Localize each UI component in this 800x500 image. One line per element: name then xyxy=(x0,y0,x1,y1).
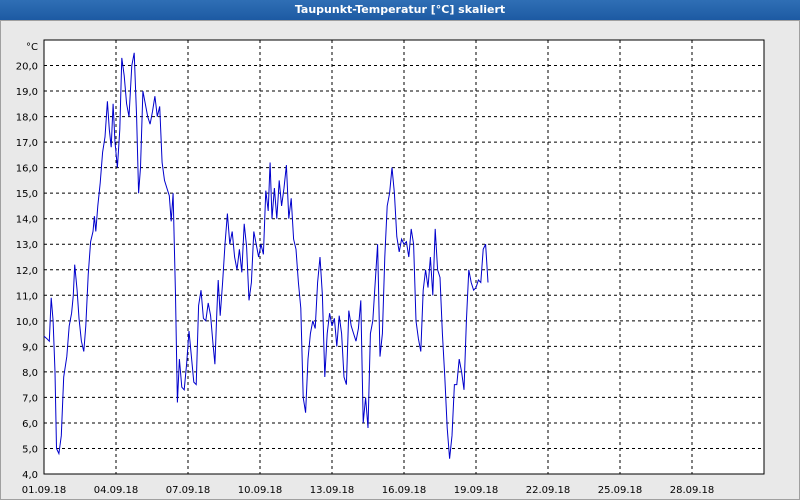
y-tick-label: 15,0 xyxy=(16,189,38,200)
x-tick-label: 19.09.18 xyxy=(454,485,499,496)
x-tick-labels: 01.09.18 04.09.18 07.09.18 10.09.18 13.09.18… xyxy=(22,485,715,496)
y-tick-label: 8,0 xyxy=(22,368,38,379)
series-line xyxy=(43,52,489,459)
y-tick-label: 10,0 xyxy=(16,317,38,328)
y-tick-label: 20,0 xyxy=(16,62,38,73)
y-tick-label: 12,0 xyxy=(16,266,38,277)
x-tick-label: 16.09.18 xyxy=(382,485,427,496)
y-axis-unit: °C xyxy=(26,42,38,53)
y-tick-label: 18,0 xyxy=(16,113,38,124)
x-tick-label: 25.09.18 xyxy=(598,485,643,496)
chart-title: Taupunkt-Temperatur [°C] skaliert xyxy=(0,0,800,20)
x-tick-label: 01.09.18 xyxy=(22,485,67,496)
plot-border xyxy=(43,39,765,475)
x-tick-label: 07.09.18 xyxy=(166,485,211,496)
y-tick-label: 4,0 xyxy=(22,470,38,481)
y-tick-label: 13,0 xyxy=(16,240,38,251)
y-tick-label: 19,0 xyxy=(16,87,38,98)
y-tick-label: 5,0 xyxy=(22,444,38,455)
y-tick-label: 6,0 xyxy=(22,419,38,430)
dewpoint-chart: °C 4,0 5,0 6,0 7,0 8,0 9,0 10,0 11,0 12,0 13,0 14,… xyxy=(16,39,765,496)
x-tick-label: 10.09.18 xyxy=(238,485,283,496)
y-tick-label: 11,0 xyxy=(16,291,38,302)
x-tick-label: 04.09.18 xyxy=(94,485,139,496)
y-tick-label: 17,0 xyxy=(16,138,38,149)
y-tick-label: 14,0 xyxy=(16,215,38,226)
x-tick-label: 13.09.18 xyxy=(310,485,355,496)
x-tick-label: 28.09.18 xyxy=(670,485,715,496)
y-tick-labels: 4,0 5,0 6,0 7,0 8,0 9,0 10,0 11,0 12,0 13,0 14,0 15… xyxy=(16,62,38,481)
y-tick-label: 7,0 xyxy=(22,393,38,404)
y-tick-label: 9,0 xyxy=(22,342,38,353)
y-tick-label: 16,0 xyxy=(16,164,38,175)
x-tick-label: 22.09.18 xyxy=(526,485,571,496)
